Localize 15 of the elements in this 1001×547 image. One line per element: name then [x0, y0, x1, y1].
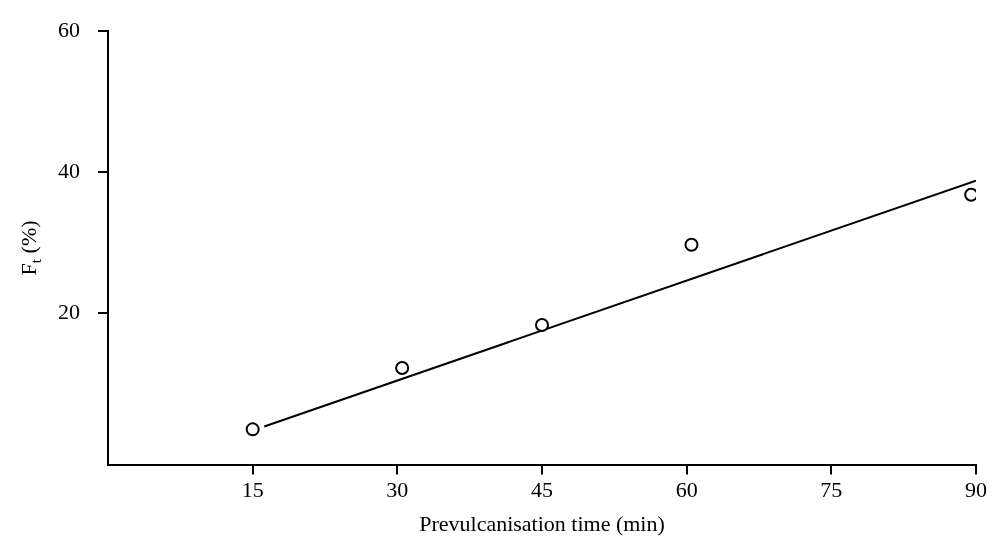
x-tick-label: 60: [675, 476, 698, 502]
x-axis-title: Prevulcanisation time (min): [419, 510, 665, 536]
y-tick-label: 40: [58, 157, 80, 183]
point: [245, 422, 260, 437]
x-tick-label: 90: [965, 476, 987, 502]
y-axis-title: Ft (%): [15, 220, 44, 276]
y-tick-label: 60: [58, 16, 80, 42]
x-tick-label: 75: [820, 476, 843, 502]
x-tick-label: 45: [531, 476, 553, 502]
y-tick-label: 20: [58, 298, 80, 324]
x-tick-label: 30: [386, 476, 409, 502]
x-tick-label: 15: [241, 476, 264, 502]
point: [535, 318, 549, 333]
point: [684, 237, 699, 252]
point: [395, 361, 410, 376]
